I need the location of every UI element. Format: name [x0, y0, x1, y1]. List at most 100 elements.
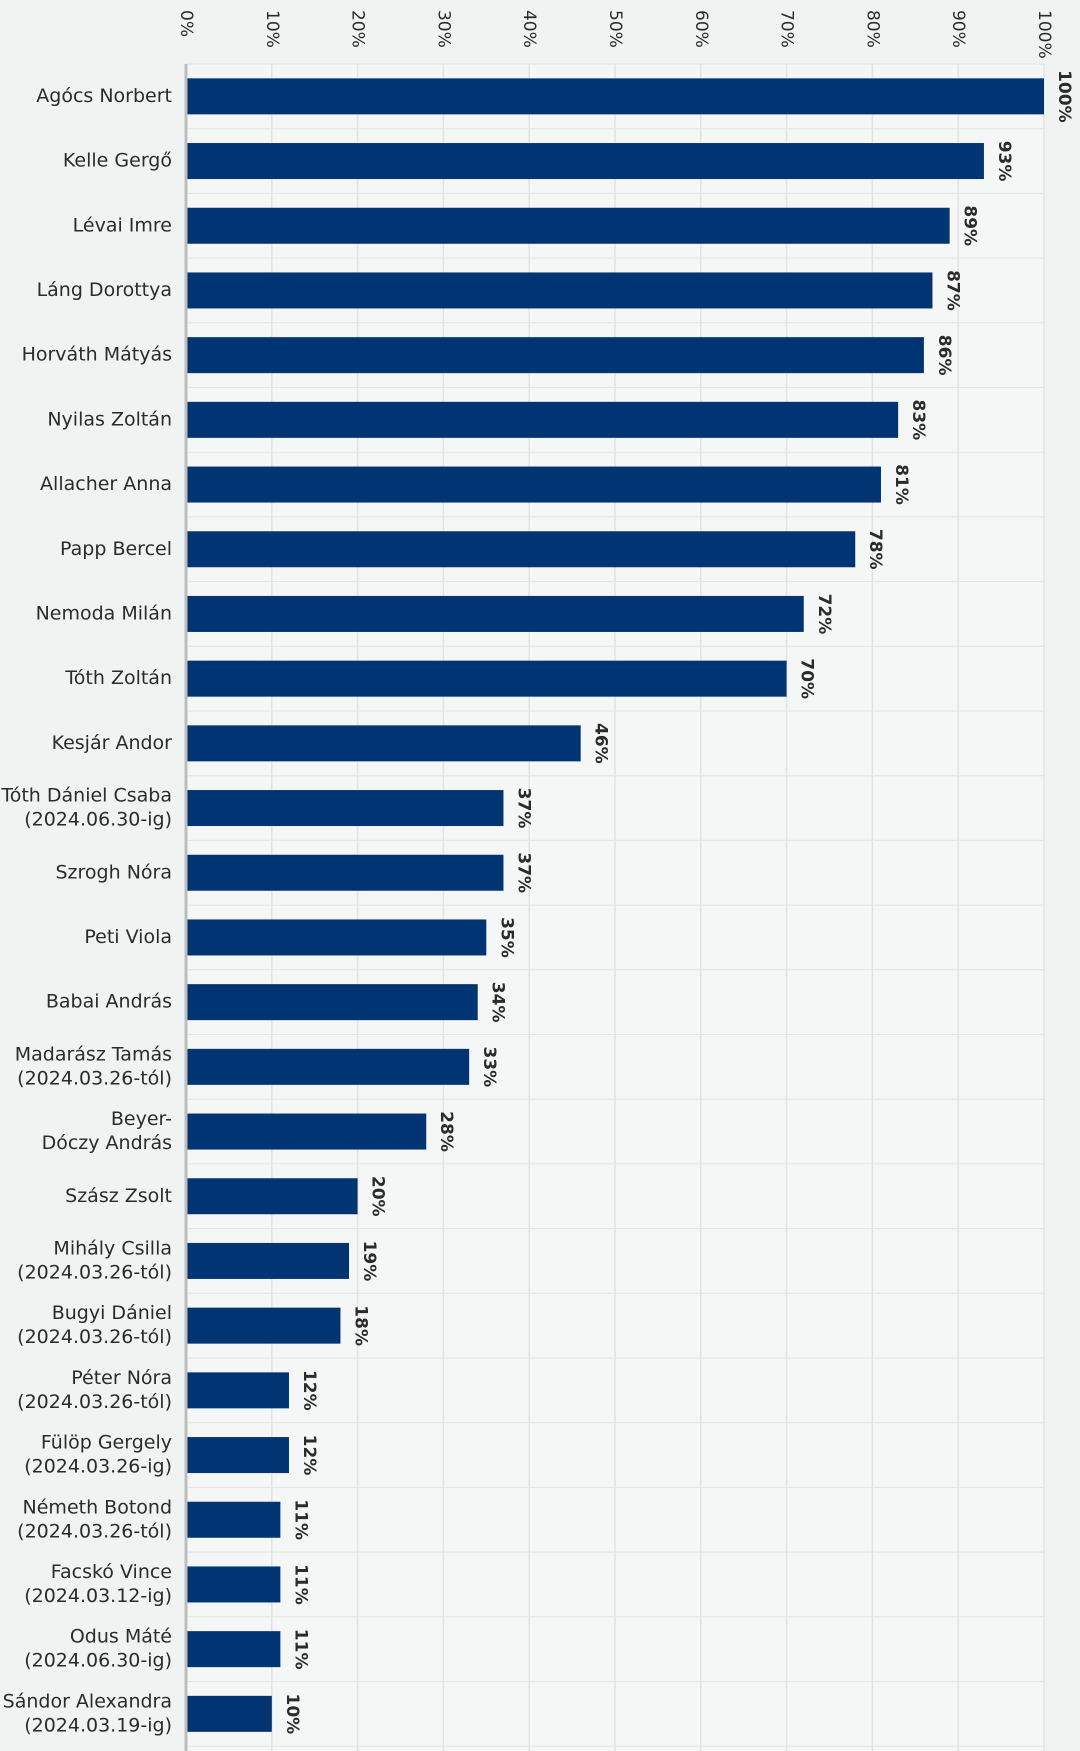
value-label: 93%: [994, 141, 1014, 182]
value-label: 11%: [290, 1564, 310, 1605]
value-label: 37%: [513, 852, 533, 893]
category-label: Horváth Mátyás: [22, 344, 172, 366]
bar: [186, 1048, 470, 1085]
bar: [186, 1437, 289, 1474]
category-label: Tóth Zoltán: [64, 667, 172, 689]
x-tick-label: 20%: [348, 10, 368, 48]
category-label: Kesjár Andor: [52, 732, 173, 754]
category-label: Mihály Csilla: [53, 1237, 172, 1259]
category-label: Kelle Gergő: [63, 150, 172, 172]
value-label: 81%: [891, 464, 911, 505]
value-label: 11%: [290, 1629, 310, 1670]
value-label: 87%: [942, 270, 962, 311]
category-labels: Agócs Norbert Kelle Gergő Lévai Imre Láng D…: [0, 85, 173, 1736]
bar: [186, 1178, 358, 1215]
x-tick-label: 50%: [605, 10, 625, 48]
bar: [186, 984, 478, 1021]
category-label: Babai András: [46, 991, 172, 1013]
bar: [186, 78, 1044, 115]
category-label: (2024.03.26-ig): [24, 1456, 172, 1478]
category-label: (2024.06.30-ig): [24, 809, 172, 831]
category-label: Lévai Imre: [73, 214, 172, 236]
bar: [186, 1307, 341, 1344]
bar: [186, 919, 487, 956]
value-label: 12%: [299, 1370, 319, 1411]
value-label: 37%: [513, 788, 533, 829]
x-tick-label: 0%: [176, 10, 196, 37]
x-tick-label: 60%: [691, 10, 711, 48]
x-tick-label: 30%: [433, 10, 453, 48]
category-label: Agócs Norbert: [36, 85, 172, 107]
x-tick-label: 90%: [948, 10, 968, 48]
x-tick-label: 10%: [262, 10, 282, 48]
bar: [186, 595, 804, 632]
bar: [186, 272, 933, 309]
value-label: 19%: [359, 1241, 379, 1282]
value-label: 12%: [299, 1435, 319, 1476]
category-label: Bugyi Dániel: [52, 1302, 172, 1324]
value-label: 34%: [488, 982, 508, 1023]
bar: [186, 1113, 427, 1150]
bar: [186, 1566, 281, 1603]
category-label: Sándor Alexandra: [3, 1690, 172, 1712]
bar: [186, 660, 787, 697]
category-label: Németh Botond: [23, 1496, 172, 1518]
category-label: Nyilas Zoltán: [47, 408, 172, 430]
x-tick-label: 70%: [777, 10, 797, 48]
category-label: Papp Bercel: [60, 538, 172, 560]
bar: [186, 1631, 281, 1668]
bar: [186, 1501, 281, 1538]
value-label: 83%: [908, 399, 928, 440]
category-label: Tóth Dániel Csaba: [0, 785, 172, 807]
value-label: 33%: [479, 1046, 499, 1087]
category-label: Szász Zsolt: [65, 1185, 172, 1207]
bar: [186, 466, 881, 503]
x-tick-label: 40%: [519, 10, 539, 48]
category-label: (2024.03.26-tól): [17, 1520, 172, 1542]
value-label: 100%: [1054, 70, 1074, 123]
value-label: 70%: [797, 658, 817, 699]
bar: [186, 337, 924, 374]
category-label: Peti Viola: [84, 926, 172, 948]
bar: [186, 143, 984, 180]
category-label: Láng Dorottya: [37, 279, 172, 301]
category-label: Fülöp Gergely: [41, 1432, 172, 1454]
category-label: Nemoda Milán: [36, 602, 172, 624]
bar: [186, 531, 856, 568]
bar: [186, 1695, 272, 1732]
bar: [186, 207, 950, 244]
category-label: (2024.03.12-ig): [24, 1585, 172, 1607]
value-label: 11%: [290, 1499, 310, 1540]
value-label: 46%: [591, 723, 611, 764]
category-label: Péter Nóra: [71, 1367, 172, 1389]
value-label: 28%: [436, 1111, 456, 1152]
x-tick-label: 100%: [1034, 10, 1054, 59]
category-label: Madarász Tamás: [15, 1043, 172, 1065]
x-tick-label: 80%: [862, 10, 882, 48]
value-label: 86%: [934, 335, 954, 376]
bar: [186, 790, 504, 827]
bar: [186, 725, 581, 762]
category-label: (2024.03.26-tól): [17, 1326, 172, 1348]
bar: [186, 401, 899, 438]
value-label: 78%: [865, 529, 885, 570]
value-label: 72%: [814, 594, 834, 635]
category-label: (2024.03.26-tól): [17, 1067, 172, 1089]
value-label: 10%: [282, 1693, 302, 1734]
category-label: Allacher Anna: [40, 473, 172, 495]
x-axis-tick-labels: 0% 10% 20% 30% 40% 50% 60% 70% 80% 90% 100%: [176, 10, 1054, 59]
category-label: Facskó Vince: [51, 1561, 172, 1583]
category-label: (2024.06.30-ig): [24, 1650, 172, 1672]
value-labels: 100% 93% 89% 87% 86% 83% 81% 78% 72% 70% 46% 37% 37%…: [282, 70, 1074, 1734]
value-label: 20%: [368, 1176, 388, 1217]
category-label: Beyer-: [111, 1108, 172, 1130]
bar: [186, 1242, 350, 1279]
value-label: 35%: [496, 917, 516, 958]
category-label: Odus Máté: [70, 1626, 172, 1648]
category-label: (2024.03.19-ig): [24, 1714, 172, 1736]
value-label: 89%: [960, 205, 980, 246]
category-label: Dóczy András: [42, 1132, 172, 1154]
category-label: (2024.03.26-tól): [17, 1261, 172, 1283]
category-label: Szrogh Nóra: [56, 861, 173, 883]
value-label: 18%: [350, 1305, 370, 1346]
